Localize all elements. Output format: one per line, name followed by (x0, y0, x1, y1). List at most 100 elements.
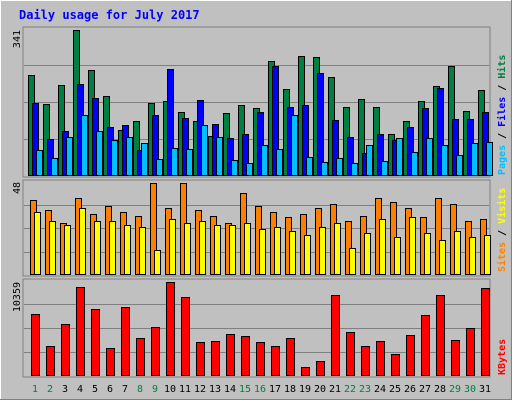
kbytes-legend: KBytes (497, 339, 508, 375)
sites-bar-day-20 (319, 227, 326, 275)
x-tick-label: 2 (47, 384, 53, 395)
sites-bar-day-30 (469, 237, 476, 275)
kbytes-bar-day-12 (196, 342, 205, 376)
kbytes-bar-day-31 (481, 288, 490, 376)
pages-bar-day-4 (81, 115, 88, 176)
pages-bar-day-27 (426, 138, 433, 176)
chart-title: Daily usage for July 2017 (19, 8, 200, 22)
sites-bar-day-1 (34, 212, 41, 275)
x-tick-label: 1 (32, 384, 38, 395)
kbytes-bars (31, 282, 490, 376)
legend-sites: Sites (496, 242, 508, 272)
pages-bar-day-29 (456, 155, 463, 176)
kbytes-bar-day-17 (271, 346, 280, 376)
x-tick-label: 3 (62, 384, 68, 395)
files-bar-day-9 (152, 115, 159, 176)
sites-bar-day-29 (454, 231, 461, 275)
hits-bar-day-3 (58, 85, 65, 176)
x-tick-label: 22 (344, 384, 356, 395)
pages-bar-day-18 (291, 115, 298, 176)
kbytes-bar-day-14 (226, 334, 235, 376)
files-bar-day-11 (182, 118, 189, 176)
visits-bar-day-9 (150, 183, 157, 275)
x-tick-label: 12 (194, 384, 206, 395)
x-tick-label: 9 (152, 384, 158, 395)
sites-bar-day-23 (364, 233, 371, 275)
pages-bar-day-2 (51, 158, 58, 176)
sites-bar-day-28 (439, 240, 446, 275)
pages-bar-day-28 (441, 145, 448, 176)
visits-legend: Sites / Visits (496, 188, 508, 272)
x-axis-labels: 1 2 3 4 5 6 7 8 9 10 11 12 13 14 15 16 17 18 19 20 21 22 23 24 2… (32, 384, 491, 395)
pages-bar-day-16 (261, 145, 268, 176)
legend-hits: Hits (496, 55, 508, 79)
kbytes-bar-day-23 (361, 346, 370, 376)
files-bar-day-19 (302, 105, 309, 176)
x-tick-label: 27 (419, 384, 431, 395)
pages-bar-day-6 (111, 140, 118, 176)
kbytes-bar-day-9 (151, 327, 160, 376)
x-tick-label: 7 (122, 384, 128, 395)
legend-visits: Visits (496, 188, 508, 224)
sites-bar-day-9 (154, 250, 161, 275)
hits-panel: 341 Pages / Files / Hits (12, 26, 508, 178)
kbytes-bar-day-7 (121, 307, 130, 376)
kbytes-panel: 10359 KBytes (12, 278, 508, 378)
pages-bar-day-15 (246, 163, 253, 176)
x-tick-label: 29 (449, 384, 461, 395)
pages-bar-day-7 (126, 137, 133, 176)
files-bar-day-21 (332, 120, 339, 176)
x-tick-label: 20 (314, 384, 326, 395)
visits-panel: 48 Sites / Visits (12, 179, 508, 277)
files-bar-day-1 (32, 103, 39, 176)
sites-bar-day-2 (49, 221, 56, 275)
kbytes-bar-day-20 (316, 361, 325, 376)
kbytes-bar-day-18 (286, 338, 295, 376)
sites-bar-day-13 (214, 225, 221, 275)
files-bar-day-24 (377, 134, 384, 176)
visits-bar-day-28 (435, 198, 442, 275)
kbytes-bar-day-27 (421, 315, 430, 376)
pages-bar-day-24 (381, 161, 388, 176)
legend-files: Files (496, 97, 508, 127)
legend-pages: Pages (497, 145, 508, 175)
sites-bar-day-26 (409, 217, 416, 275)
pages-bar-day-5 (96, 131, 103, 176)
kbytes-bar-day-24 (376, 341, 385, 376)
sites-bar-day-25 (394, 237, 401, 275)
x-tick-label: 13 (209, 384, 221, 395)
sites-bar-day-10 (169, 219, 176, 275)
pages-bar-day-1 (36, 150, 43, 176)
pages-bar-day-8 (141, 143, 148, 176)
hits-ymax-label: 341 (12, 30, 23, 48)
pages-bar-day-26 (411, 152, 418, 176)
kbytes-bar-day-10 (166, 282, 175, 376)
legend-sep-1: / (497, 127, 508, 145)
pages-bar-day-12 (201, 125, 208, 176)
sites-bar-day-27 (424, 233, 431, 275)
x-tick-label: 31 (479, 384, 491, 395)
kbytes-bar-day-2 (46, 346, 55, 376)
kbytes-bar-day-26 (406, 335, 415, 376)
sites-bar-day-22 (349, 248, 356, 275)
files-bar-day-17 (272, 66, 279, 176)
x-tick-label: 28 (434, 384, 446, 395)
files-bar-day-26 (407, 127, 414, 176)
pages-bar-day-10 (171, 148, 178, 176)
kbytes-bar-day-1 (31, 314, 40, 376)
files-bar-day-28 (437, 88, 444, 176)
sites-bar-day-5 (94, 221, 101, 275)
hits-bar-day-8 (133, 121, 140, 176)
pages-bar-day-17 (276, 149, 283, 176)
pages-bar-day-19 (306, 157, 313, 176)
sites-bar-day-16 (259, 229, 266, 275)
x-tick-label: 24 (374, 384, 386, 395)
sites-bar-day-18 (289, 231, 296, 275)
pages-bar-day-20 (321, 162, 328, 176)
pages-bar-day-14 (231, 160, 238, 176)
hits-bars (28, 30, 493, 176)
sites-bar-day-15 (244, 223, 251, 275)
sites-bar-day-21 (334, 223, 341, 275)
